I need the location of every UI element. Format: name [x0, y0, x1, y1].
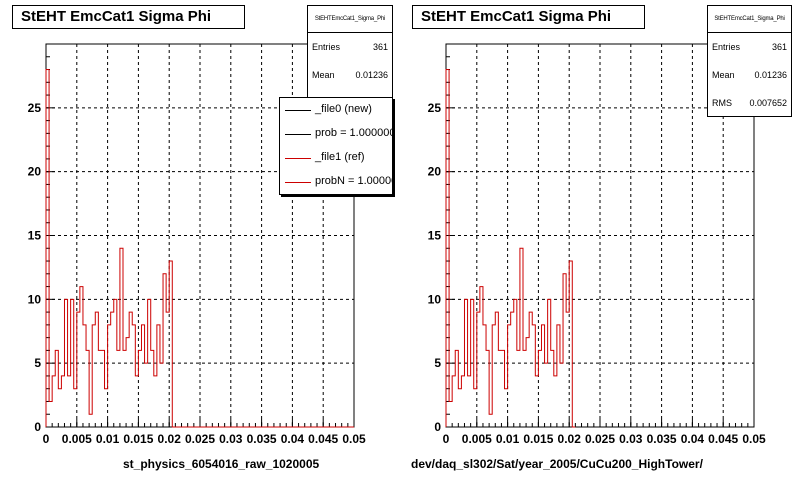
- x-tick-label: 0.035: [247, 432, 277, 446]
- y-tick-label: 0: [434, 420, 441, 434]
- y-tick-label: 0: [34, 420, 41, 434]
- stats-label: Mean: [312, 70, 335, 80]
- stats-value: 0.01236: [355, 70, 388, 80]
- x-tick-label: 0: [43, 432, 50, 446]
- x-tick-label: 0.045: [308, 432, 338, 446]
- histogram-panel-left: 0 0.005 0.01 0.015 0.02 0.025 0.03 0.035 0.04 0.0…: [12, 5, 393, 471]
- x-tick-label: 0.02: [158, 432, 182, 446]
- x-tick-label: 0.01: [96, 432, 120, 446]
- x-tick-label: 0.01: [496, 432, 520, 446]
- y-tick-label: 10: [428, 292, 442, 306]
- y-tick-label: 15: [428, 229, 442, 243]
- y-tick-label: 25: [428, 101, 442, 115]
- legend-line-ref: [285, 158, 311, 159]
- x-tick-label: 0.005: [462, 432, 492, 446]
- stats-value: 361: [771, 42, 787, 52]
- y-tick-label: 20: [428, 165, 442, 179]
- stats-header: StEHTEmcCat1_Sigma_Phi: [708, 6, 791, 33]
- stats-value: 0.007652: [749, 98, 787, 108]
- x-tick-label: 0: [443, 432, 450, 446]
- legend-box: _file0 (new) prob = 1.000000 _file1 (ref…: [279, 97, 393, 195]
- x-tick-label: 0.025: [585, 432, 615, 446]
- legend-label: _file1 (ref): [315, 151, 365, 163]
- legend-line-probn: [285, 182, 311, 183]
- file-subtitle: st_physics_6054016_raw_1020005: [123, 457, 320, 471]
- stats-header: StEHTEmcCat1_Sigma_Phi: [308, 6, 392, 33]
- chart-title: StEHT EmcCat1 Sigma Phi: [12, 5, 245, 29]
- chart-title: StEHT EmcCat1 Sigma Phi: [412, 5, 645, 29]
- y-tick-label: 25: [28, 101, 42, 115]
- x-tick-label: 0.05: [742, 432, 766, 446]
- legend-label: probN = 1.000000: [315, 175, 392, 187]
- x-tick-label: 0.04: [681, 432, 705, 446]
- stats-value: 361: [372, 42, 388, 52]
- y-tick-label: 20: [28, 165, 42, 179]
- x-tick-label: 0.045: [708, 432, 738, 446]
- x-tick-label: 0.02: [558, 432, 582, 446]
- legend-line-new: [285, 110, 311, 111]
- y-tick-label: 10: [28, 292, 42, 306]
- x-tick-label: 0.015: [523, 432, 553, 446]
- legend-entry-prob: prob = 1.000000: [280, 122, 392, 146]
- stats-row-rms: RMS 0.007652: [708, 89, 791, 117]
- y-tick-label: 5: [34, 356, 41, 370]
- y-tick-label: 15: [28, 229, 42, 243]
- legend-line-prob: [285, 134, 311, 135]
- legend-entry-probn: probN = 1.000000: [280, 170, 392, 194]
- stats-label: RMS: [712, 98, 732, 108]
- stats-row-entries: Entries 361: [308, 33, 392, 61]
- stats-value: 0.01236: [754, 70, 787, 80]
- stats-row-mean: Mean 0.01236: [708, 61, 791, 89]
- y-tick-label: 5: [434, 356, 441, 370]
- stats-label: Entries: [712, 42, 741, 52]
- legend-entry-ref: _file1 (ref): [280, 146, 392, 170]
- x-tick-label: 0.03: [619, 432, 643, 446]
- histogram-series: [445, 69, 576, 428]
- x-tick-label: 0.025: [185, 432, 215, 446]
- histogram-panel-right: 0 0.005 0.01 0.015 0.02 0.025 0.03 0.035 0.04 0.0…: [400, 0, 800, 480]
- x-tick-label: 0.04: [281, 432, 305, 446]
- legend-label: _file0 (new): [315, 103, 372, 115]
- x-tick-label: 0.035: [647, 432, 677, 446]
- histogram-chart-right: 0 0.005 0.01 0.015 0.02 0.025 0.03 0.035 0.04 0.0…: [428, 43, 766, 446]
- file-subtitle: dev/daq_sl302/Sat/year_2005/CuCu200_High…: [411, 457, 703, 471]
- legend-label: prob = 1.000000: [315, 127, 393, 139]
- x-tick-label: 0.05: [342, 432, 366, 446]
- histogram-series: [45, 69, 354, 428]
- x-tick-label: 0.015: [123, 432, 153, 446]
- stats-row-entries: Entries 361: [708, 33, 791, 61]
- x-tick-label: 0.03: [219, 432, 243, 446]
- stats-row-mean: Mean 0.01236: [308, 61, 392, 89]
- stats-label: Entries: [312, 42, 341, 52]
- stats-label: Mean: [712, 70, 735, 80]
- x-tick-label: 0.005: [62, 432, 92, 446]
- stats-box: StEHTEmcCat1_Sigma_Phi Entries 361 Mean …: [707, 5, 792, 117]
- legend-entry-new: _file0 (new): [280, 98, 392, 122]
